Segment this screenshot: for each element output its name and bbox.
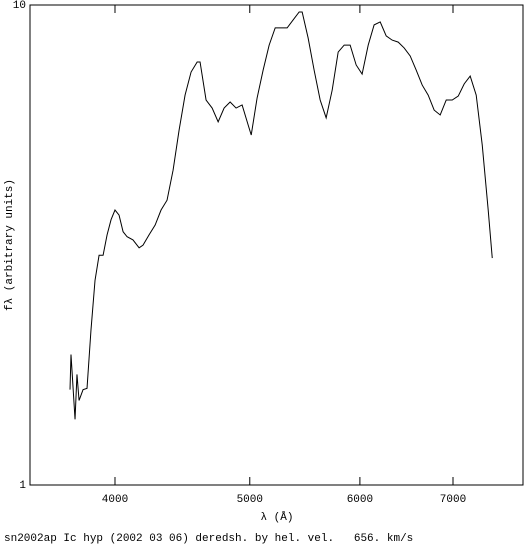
x-tick-label: 7000 [440,494,466,506]
y-tick-label: 1 [19,480,26,492]
x-axis-label: λ (Å) [260,511,293,524]
y-tick-label: 10 [13,0,26,12]
spectrum-line [69,11,493,420]
chart-title: sn2002ap Ic hyp (2002 03 06) deredsh. by… [4,533,413,545]
x-tick-label: 6000 [347,494,373,506]
x-tick-label: 5000 [237,494,263,506]
plot-frame [29,4,524,486]
y-axis-label: fλ (arbitrary units) [4,179,16,311]
x-tick-label: 4000 [102,494,128,506]
